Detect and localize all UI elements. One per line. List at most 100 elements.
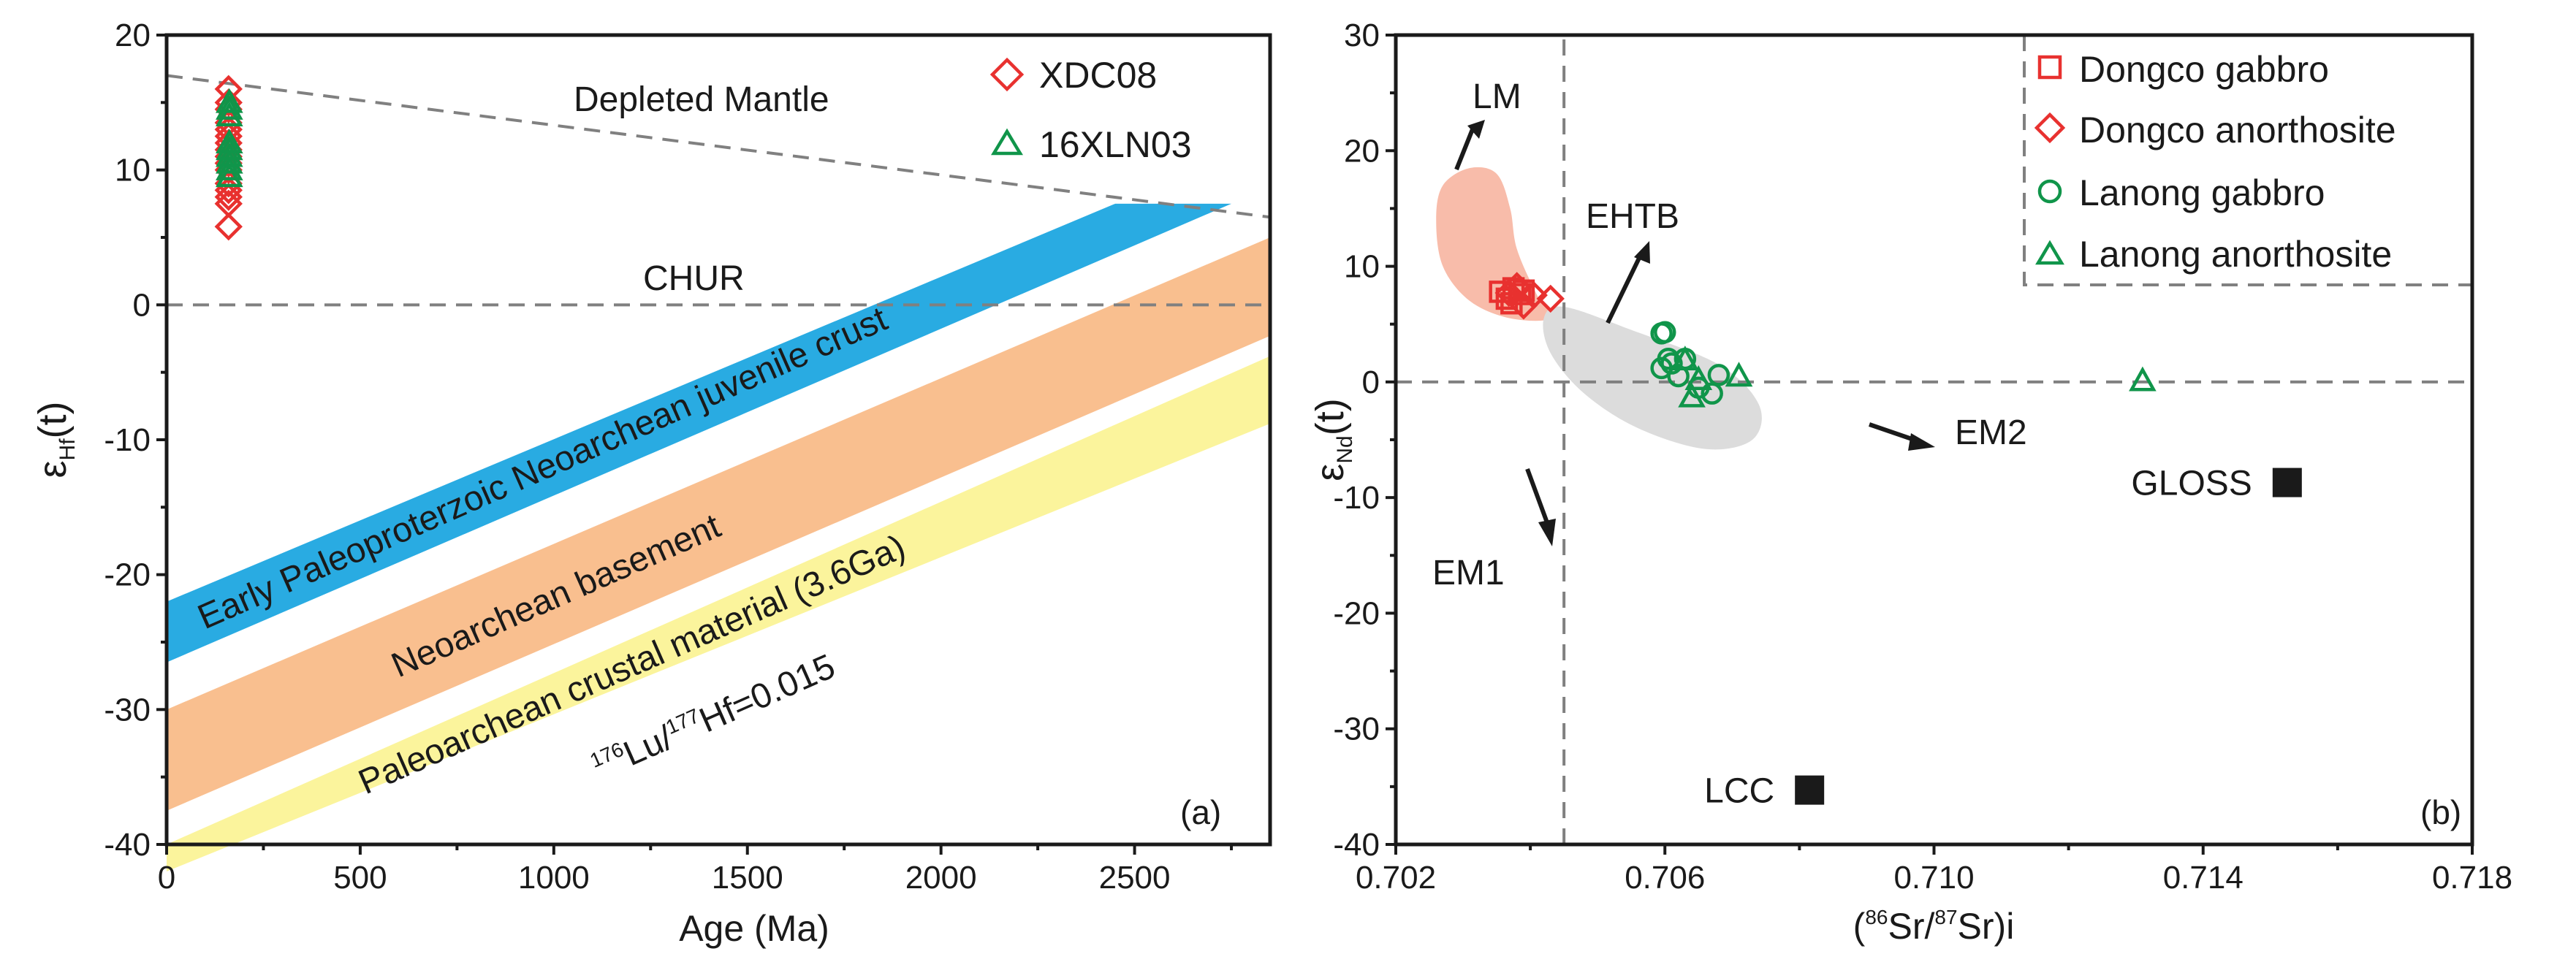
lcc-label: LCC (1704, 772, 1774, 811)
diamond-marker-icon (2034, 112, 2066, 144)
circle-marker-icon (2037, 179, 2062, 204)
legend-label: Dongco gabbro (2079, 49, 2329, 90)
legend: Dongco gabbro Dongco anorthosite Lanong … (2023, 35, 2472, 286)
data-points (1489, 272, 2157, 408)
x-tick-label: 500 (333, 860, 387, 896)
lanong-gabbro-point (1707, 364, 1730, 386)
dongco-anorthosite-point (1536, 284, 1565, 313)
legend-item-dongco-gabbro: Dongco gabbro (2037, 49, 2329, 90)
panel-b: LM EHTB EM1 EM2 GLOSS LCC Dongco gabbro D… (1308, 18, 2512, 947)
panel-label-a: (a) (1180, 793, 1221, 831)
x-axis-title: (86Sr/87Sr)i (1853, 906, 2015, 947)
x-axis-title: Age (Ma) (679, 908, 829, 949)
16xln03-point (216, 102, 243, 127)
legend-label: Lanong anorthosite (2079, 234, 2392, 275)
lanong-anorthosite-point (1678, 382, 1706, 408)
x-tick-label: 1000 (518, 860, 590, 896)
16xln03-point (216, 94, 243, 120)
legend-item-lanong-gabbro: Lanong gabbro (2037, 172, 2325, 213)
legend-label: 16XLN03 (1039, 124, 1192, 165)
x-tick-label: 0.718 (2432, 860, 2512, 896)
arrowhead-icon (1538, 519, 1556, 546)
legend-label: Lanong gabbro (2079, 172, 2325, 213)
reference-lines (166, 74, 1271, 307)
lanong-anorthosite-point (1725, 362, 1753, 387)
triangle-marker-icon (2035, 240, 2064, 265)
axes: 0 500 1000 1500 2000 2500 -40 -30 -20 -10 0 10 20 (104, 18, 1234, 896)
x-tick-label: 2000 (905, 860, 977, 896)
x-tick-label: 0.710 (1893, 860, 1974, 896)
y-tick-label: -10 (1333, 480, 1380, 516)
y-tick-label: -10 (104, 422, 151, 458)
y-tick-label: 0 (133, 287, 151, 323)
square-marker-icon (2037, 55, 2062, 80)
16xln03-point (216, 88, 243, 113)
reference-lines (1396, 35, 2472, 844)
y-tick-label: -30 (104, 692, 151, 728)
data-points (214, 75, 243, 241)
ehtb-field-label: EHTB (1586, 197, 1679, 236)
lanong-anorthosite-point (2129, 366, 2157, 392)
panel-a: Depleted Mantle CHUR Early Paleoproterzo… (31, 18, 1272, 949)
x-tick-label: 0.714 (2163, 860, 2243, 896)
y-axis-title: εNd(t) (1308, 398, 1357, 481)
y-tick-label: 0 (1362, 365, 1380, 400)
lm-field-label: LM (1473, 77, 1521, 116)
triangle-marker-icon (991, 128, 1023, 156)
x-tick-label: 1500 (712, 860, 783, 896)
em2-label: EM2 (1955, 413, 2027, 452)
ehtb-arrow-icon (1606, 251, 1644, 324)
y-tick-label: -40 (1333, 827, 1380, 863)
band-paleoarchean-crustal-material-3-6ga (167, 356, 1270, 871)
diamond-marker-icon (989, 57, 1025, 92)
legend-item-16xln03: 16XLN03 (991, 124, 1192, 165)
lcc-point (1795, 775, 1825, 805)
dongco-anorthosite-point (1509, 291, 1538, 320)
legend: XDC08 16XLN03 (989, 55, 1192, 165)
arrowhead-icon (1634, 241, 1650, 264)
y-tick-label: 10 (115, 153, 151, 188)
y-tick-label: 20 (115, 18, 151, 53)
band-neoarchean-basement (167, 237, 1270, 811)
arrowhead-icon (1908, 433, 1935, 451)
dongco-anorthosite-point (1494, 278, 1523, 308)
legend-item-xdc08: XDC08 (989, 55, 1157, 96)
legend-label: XDC08 (1039, 55, 1157, 96)
dongco-anorthosite-point (1519, 281, 1548, 310)
panel-label-b: (b) (2420, 793, 2461, 831)
depleted-mantle-label: Depleted Mantle (574, 80, 829, 119)
x-tick-label: 2500 (1099, 860, 1171, 896)
band-early-paleoproterzoic-neoarchean-juvenile-crust (167, 203, 1232, 663)
legend-item-dongco-anorthosite: Dongco anorthosite (2034, 110, 2396, 150)
lanong-gabbro-point (1660, 352, 1683, 375)
em1-label: EM1 (1432, 554, 1505, 592)
y-tick-label: 30 (1344, 18, 1380, 53)
lm-arrow-icon (1454, 124, 1476, 171)
depleted-mantle-line (166, 74, 1271, 219)
em1-arrow-icon (1525, 468, 1550, 526)
y-tick-label: -30 (1333, 711, 1380, 747)
x-tick-label: 0 (158, 860, 175, 896)
gloss-label: GLOSS (2131, 465, 2252, 503)
legend-label: Dongco anorthosite (2079, 110, 2396, 150)
y-axis-title: εHf(t) (31, 401, 80, 478)
crust-evolution-bands (167, 203, 1270, 871)
plot-frame (1394, 33, 2474, 847)
legend-frame (2023, 35, 2472, 286)
lanong-gabbro-point (1654, 321, 1676, 344)
lanong-anorthosite-point (1684, 365, 1713, 390)
reference-points: GLOSS LCC (1704, 465, 2302, 811)
gloss-point (2272, 468, 2302, 497)
y-tick-label: -40 (104, 827, 151, 863)
ehtb-field (1543, 306, 1762, 450)
y-tick-label: 10 (1344, 249, 1380, 285)
chur-label: CHUR (643, 259, 745, 298)
16xln03-point (216, 148, 243, 174)
xdc08-point (214, 213, 243, 241)
y-tick-label: -20 (104, 557, 151, 593)
y-tick-label: -20 (1333, 595, 1380, 631)
x-tick-label: 0.706 (1625, 860, 1705, 896)
axes: 0.702 0.706 0.710 0.714 0.718 -40 -30 -20 -10 0 10… (1333, 18, 2512, 896)
x-tick-label: 0.702 (1356, 860, 1436, 896)
